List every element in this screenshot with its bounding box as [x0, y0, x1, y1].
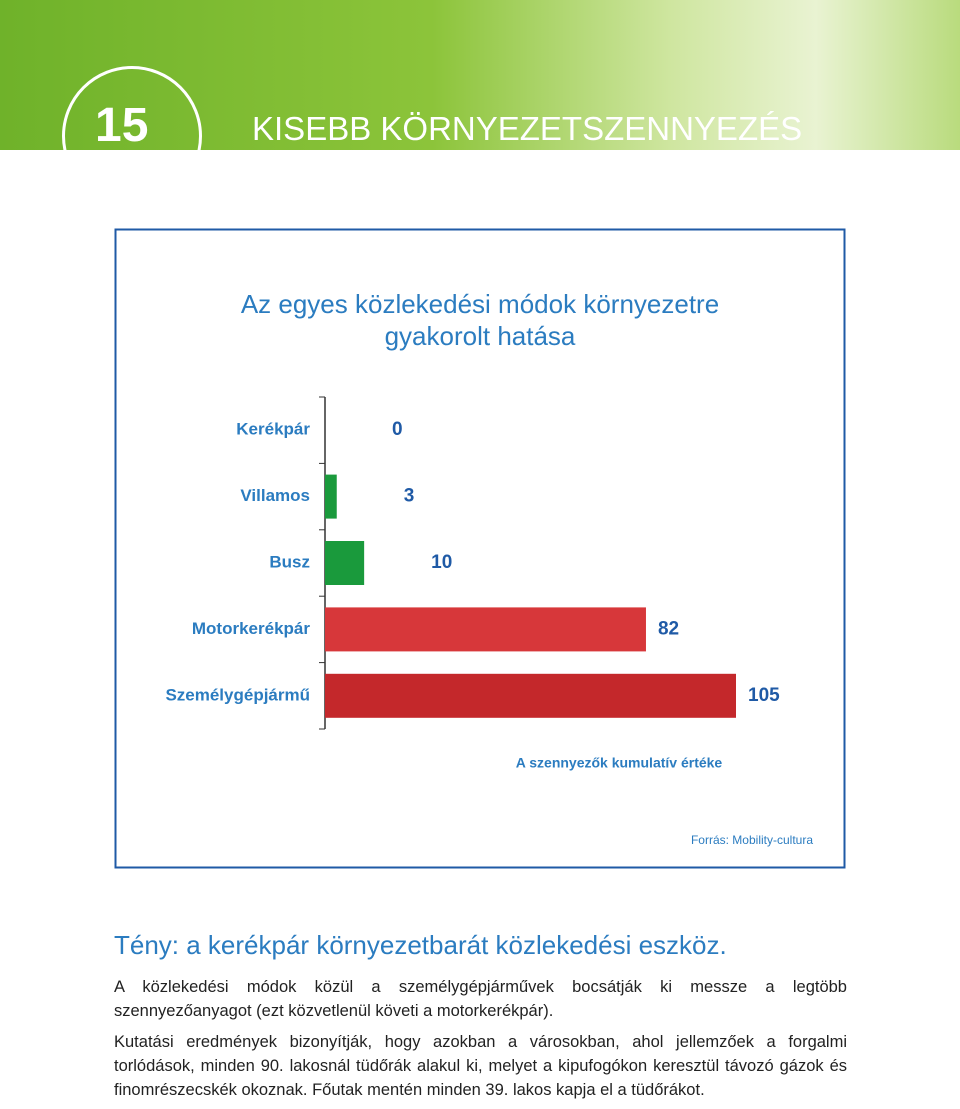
paragraph: Kutatási eredmények bizonyítják, hogy az…: [114, 1033, 847, 1099]
value-label: 0: [392, 419, 403, 440]
value-label: 82: [658, 618, 679, 639]
text-block: Tény: a kerékpár környezetbarát közleked…: [114, 930, 847, 1109]
chart-title: Az egyes közlekedési módok környezetre g…: [240, 289, 720, 351]
chapter-number: 15: [95, 99, 149, 150]
header: 15 KISEBB KÖRNYEZETSZENNYEZÉS: [0, 0, 960, 150]
bar: [325, 673, 736, 718]
value-label: 10: [431, 552, 452, 573]
header-title: KISEBB KÖRNYEZETSZENNYEZÉS: [252, 110, 803, 147]
value-label: 3: [404, 486, 415, 507]
category-label: Busz: [269, 552, 310, 571]
category-label: Kerékpár: [236, 420, 310, 439]
value-label: 105: [748, 685, 780, 706]
bar: [325, 607, 646, 652]
category-label: Személygépjármű: [165, 685, 310, 704]
x-axis-label: A szennyezők kumulatív értéke: [516, 755, 723, 771]
chart-frame: [114, 228, 846, 869]
category-label: Villamos: [240, 486, 310, 505]
category-label: Motorkerékpár: [192, 619, 310, 638]
title-box: Az egyes közlekedési módok környezetre g…: [240, 289, 720, 351]
heading: Tény: a kerékpár környezetbarát közleked…: [114, 930, 727, 960]
bar: [325, 474, 337, 519]
paragraph: A közlekedési módok közül a személygépjá…: [114, 978, 847, 1020]
chart: Az egyes közlekedési módok környezetre g…: [114, 228, 846, 869]
source: Forrás: Mobility-cultura: [691, 833, 813, 847]
bar: [325, 541, 365, 585]
